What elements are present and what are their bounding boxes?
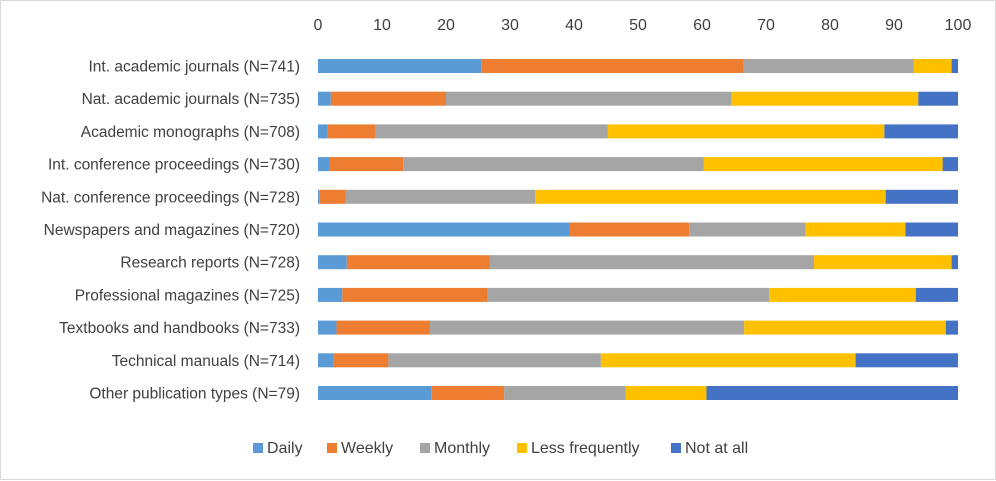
bar-segment-not-at-all xyxy=(945,320,958,335)
bar-segment-not-at-all xyxy=(942,157,958,172)
x-tick-label: 10 xyxy=(373,17,391,34)
bar-segment-daily xyxy=(318,157,330,172)
bar-segment-weekly xyxy=(346,255,490,270)
bar-segment-daily xyxy=(318,124,328,139)
bar-segment-monthly xyxy=(489,255,814,270)
bar-segment-daily xyxy=(318,59,482,73)
bar-segment-less-frequently xyxy=(744,320,946,335)
bar-segment-less-frequently xyxy=(534,189,886,204)
bar-segment-daily xyxy=(318,353,334,368)
category-label: Int. conference proceedings (N=730) xyxy=(48,157,300,174)
bar-segment-less-frequently xyxy=(814,255,952,270)
category-label: Academic monographs (N=708) xyxy=(81,124,300,141)
legend: Daily Weekly Monthly Less frequently Not at … xyxy=(253,440,748,457)
x-tick-label: 100 xyxy=(945,17,972,34)
bar-segment-daily xyxy=(318,386,432,400)
x-tick-label: 40 xyxy=(565,17,583,34)
legend-label: Weekly xyxy=(341,440,393,457)
bar-segment-monthly xyxy=(430,320,745,335)
legend-swatch xyxy=(420,443,430,453)
x-tick-label: 80 xyxy=(821,17,839,34)
bar-segment-daily xyxy=(318,320,337,335)
bar-segment-not-at-all xyxy=(885,189,958,204)
bar-segment-less-frequently xyxy=(607,124,885,139)
x-tick-label: 20 xyxy=(437,17,455,34)
bar-segment-not-at-all xyxy=(918,91,958,106)
category-label: Nat. academic journals (N=735) xyxy=(82,91,300,108)
bar-segment-not-at-all xyxy=(915,287,958,302)
bar-segment-monthly xyxy=(689,222,806,237)
bar-segment-less-frequently xyxy=(625,386,707,400)
bar-segment-monthly xyxy=(487,287,770,302)
category-label: Newspapers and magazines (N=720) xyxy=(44,222,300,239)
bar-segment-weekly xyxy=(569,222,690,237)
category-label: Other publication types (N=79) xyxy=(89,386,300,403)
legend-label: Less frequently xyxy=(531,440,640,457)
x-tick-label: 50 xyxy=(629,17,647,34)
legend-swatch xyxy=(253,443,263,453)
x-axis-ticks: 0 10 20 30 40 50 60 70 80 90 100 xyxy=(314,17,972,34)
x-tick-label: 70 xyxy=(757,17,775,34)
bar-segment-weekly xyxy=(481,59,744,73)
bar-segment-monthly xyxy=(504,386,626,400)
x-tick-label: 90 xyxy=(885,17,903,34)
bar-segment-daily xyxy=(318,222,570,237)
bar-segment-daily xyxy=(318,287,343,302)
bar-segment-less-frequently xyxy=(731,91,919,106)
bar-segment-weekly xyxy=(319,189,346,204)
bar-segment-less-frequently xyxy=(913,59,952,73)
legend-label: Not at all xyxy=(685,440,748,457)
bars xyxy=(318,59,958,400)
bar-segment-daily xyxy=(318,189,320,204)
bar-segment-monthly xyxy=(374,124,608,139)
legend-swatch xyxy=(517,443,527,453)
bar-segment-monthly xyxy=(403,157,704,172)
bar-segment-not-at-all xyxy=(706,386,958,400)
category-label: Int. academic journals (N=741) xyxy=(88,59,300,76)
bar-segment-less-frequently xyxy=(769,287,916,302)
bar-segment-weekly xyxy=(431,386,505,400)
bar-segment-daily xyxy=(318,91,331,106)
bar-segment-monthly xyxy=(345,189,535,204)
bar-segment-not-at-all xyxy=(884,124,958,139)
legend-label: Monthly xyxy=(434,440,490,457)
category-label: Professional magazines (N=725) xyxy=(75,287,300,304)
bar-segment-less-frequently xyxy=(600,353,856,368)
bar-segment-less-frequently xyxy=(703,157,943,172)
legend-label: Daily xyxy=(267,440,303,457)
bar-segment-not-at-all xyxy=(951,255,958,270)
bar-segment-monthly xyxy=(388,353,601,368)
bar-segment-weekly xyxy=(333,353,389,368)
x-tick-label: 0 xyxy=(314,17,323,34)
bar-segment-weekly xyxy=(342,287,488,302)
bar-segment-monthly xyxy=(743,59,914,73)
category-label: Technical manuals (N=714) xyxy=(112,353,300,370)
category-label: Research reports (N=728) xyxy=(120,255,300,272)
bar-segment-weekly xyxy=(329,157,404,172)
bar-segment-not-at-all xyxy=(855,353,958,368)
bar-segment-daily xyxy=(318,255,347,270)
category-label: Nat. conference proceedings (N=728) xyxy=(41,189,300,206)
bar-segment-weekly xyxy=(327,124,375,139)
bar-segment-not-at-all xyxy=(905,222,958,237)
x-tick-label: 30 xyxy=(501,17,519,34)
legend-swatch xyxy=(327,443,337,453)
legend-swatch xyxy=(671,443,681,453)
x-tick-label: 60 xyxy=(693,17,711,34)
bar-segment-weekly xyxy=(330,91,446,106)
y-axis-categories: Int. academic journals (N=741) Nat. acade… xyxy=(41,59,300,403)
bar-segment-less-frequently xyxy=(805,222,906,237)
bar-segment-weekly xyxy=(336,320,430,335)
category-label: Textbooks and handbooks (N=733) xyxy=(59,320,300,337)
bar-segment-monthly xyxy=(446,91,732,106)
bar-segment-not-at-all xyxy=(951,59,958,73)
